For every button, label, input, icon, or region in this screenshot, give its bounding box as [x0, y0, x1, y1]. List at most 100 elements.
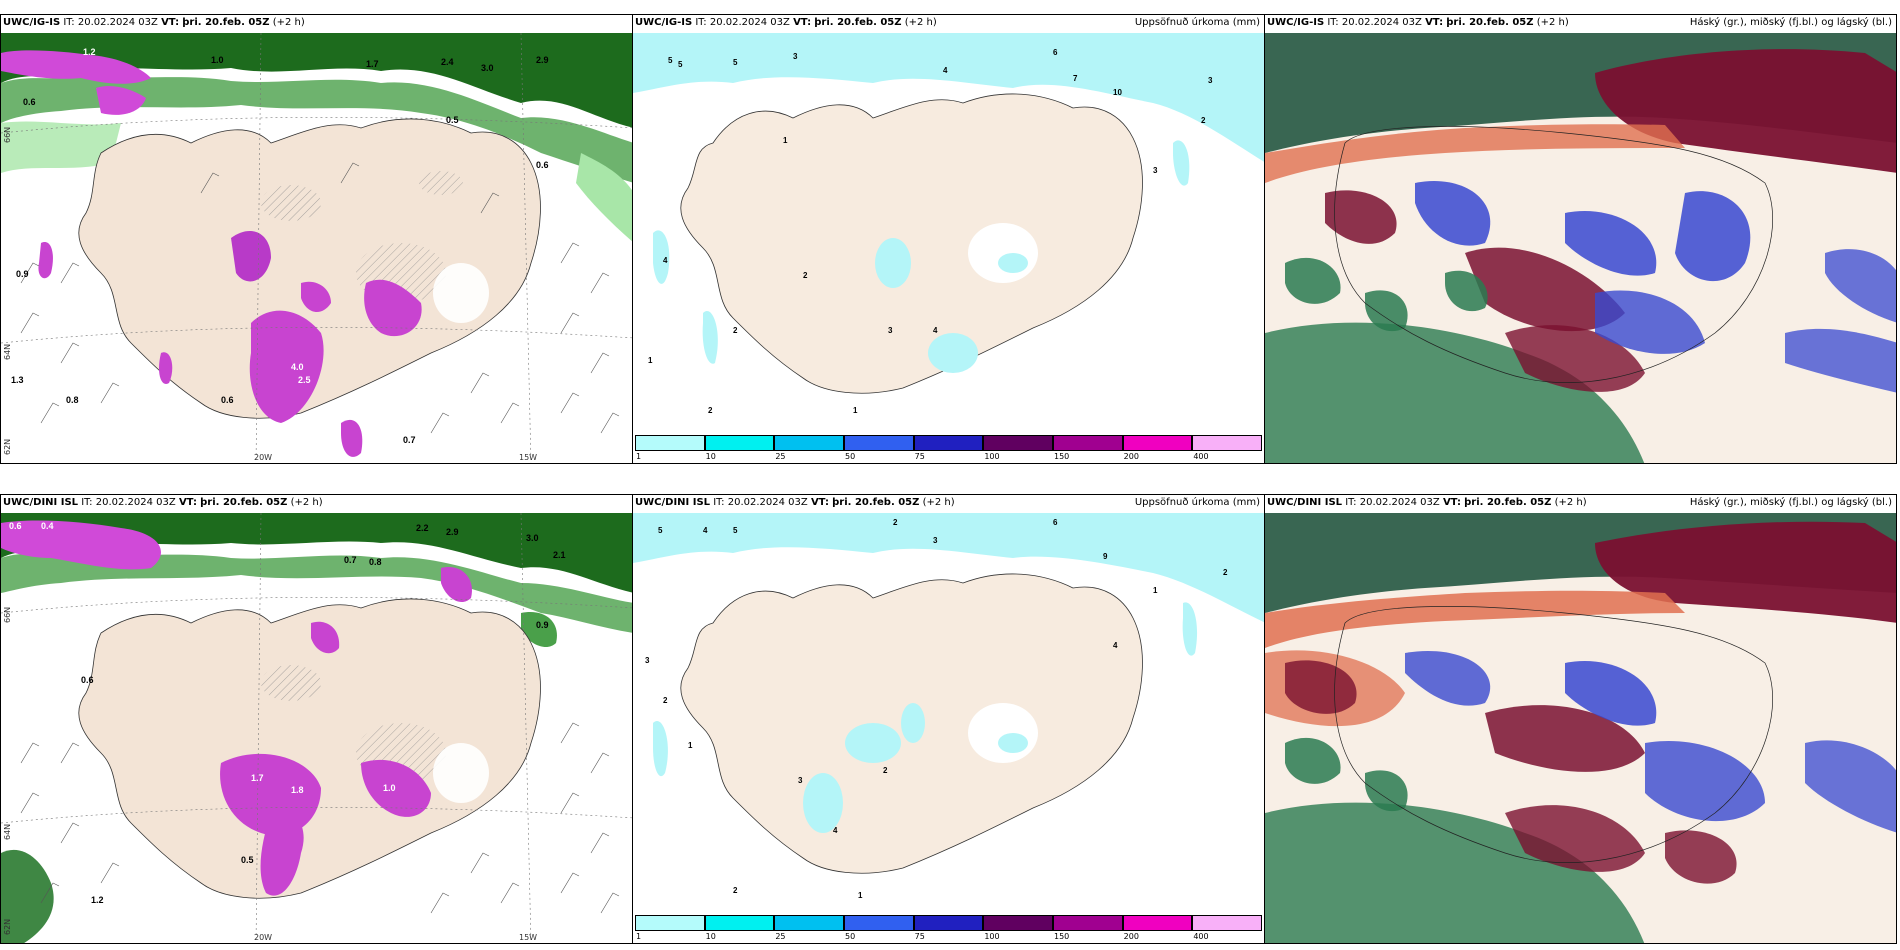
- accum-label: 3: [933, 536, 938, 545]
- model-name: UWC/DINI ISL: [3, 497, 79, 508]
- init-label: IT:: [63, 17, 75, 28]
- precip-label: 1.2: [83, 47, 96, 57]
- accum-label: 1: [858, 891, 863, 900]
- init-time: 20.02.2024 03Z: [1341, 17, 1422, 28]
- accum-label: 4: [1113, 641, 1118, 650]
- colorbar-swatch: [1053, 915, 1123, 931]
- precip-label: 0.9: [536, 620, 549, 630]
- lon-label: 20W: [254, 453, 273, 462]
- colorbar-swatch: [774, 915, 844, 931]
- lead-time: (+2 h): [1536, 17, 1569, 28]
- model-name: UWC/DINI ISL: [635, 497, 711, 508]
- accum-label: 3: [1153, 166, 1158, 175]
- lead-time: (+2 h): [290, 497, 323, 508]
- init-time: 20.02.2024 03Z: [727, 497, 808, 508]
- accum-label: 5: [733, 526, 738, 535]
- accum-label: 1: [783, 136, 788, 145]
- accum-label: 3: [888, 326, 893, 335]
- panel-header: UWC/IG-IS IT: 20.02.2024 03Z VT: þri. 20…: [635, 17, 937, 28]
- panel-header: UWC/DINI ISL IT: 20.02.2024 03Z VT: þri.…: [635, 497, 955, 508]
- init-time: 20.02.2024 03Z: [77, 17, 158, 28]
- precip-wind-map: 0.6 0.4 2.2 2.9 3.0 2.1 0.7 0.8 0.9 0.6 …: [1, 513, 632, 943]
- init-label: IT:: [695, 17, 707, 28]
- precip-label: 0.5: [446, 115, 459, 125]
- precip-label: 1.2: [91, 895, 104, 905]
- colorbar-tick-label: 10: [705, 452, 716, 461]
- valid-label: VT:: [161, 17, 180, 28]
- precip-label: 0.4: [41, 521, 54, 531]
- lead-time: (+2 h): [272, 17, 305, 28]
- valid-label: VT:: [1442, 497, 1461, 508]
- lat-label: 62N: [3, 918, 12, 935]
- precip-label: 2.4: [441, 57, 454, 67]
- accum-label: 4: [933, 326, 938, 335]
- panel-accum-bottom: UWC/DINI ISL IT: 20.02.2024 03Z VT: þri.…: [632, 494, 1265, 944]
- colorbar-tick-label: 150: [1054, 452, 1070, 461]
- colorbar-swatch: [913, 435, 984, 451]
- colorbar-swatch: [844, 915, 914, 931]
- precip-label: 1.0: [383, 783, 396, 793]
- panel-title: Háský (gr.), miðský (fj.bl.) og lágský (…: [1689, 497, 1892, 508]
- accum-label: 2: [1223, 568, 1228, 577]
- accum-label: 3: [1208, 76, 1213, 85]
- init-label: IT:: [1345, 497, 1357, 508]
- colorbar-tick-label: 200: [1123, 932, 1139, 941]
- accum-label: 4: [703, 526, 708, 535]
- lat-label: 66N: [3, 606, 12, 623]
- accum-label: 6: [1053, 518, 1058, 527]
- precip-label: 0.6: [9, 521, 22, 531]
- init-time: 20.02.2024 03Z: [95, 497, 176, 508]
- precip-label: 0.6: [81, 675, 94, 685]
- colorbar-swatch: [1192, 915, 1262, 931]
- colorbar-swatch: [983, 915, 1053, 931]
- precip-label: 0.6: [221, 395, 234, 405]
- colorbar-tick-label: 50: [845, 452, 856, 461]
- model-name: UWC/IG-IS: [1267, 17, 1325, 28]
- colorbar-swatch: [844, 435, 914, 451]
- init-label: IT:: [713, 497, 725, 508]
- colorbar-swatch: [1122, 915, 1193, 931]
- accumulated-map: 5 5 5 3 4 6 7 10 3 2 1 3 2 4 1 2 3 4 2 1: [633, 33, 1264, 435]
- accum-label: 7: [1073, 74, 1078, 83]
- panel-clouds-top: UWC/IG-IS IT: 20.02.2024 03Z VT: þri. 20…: [1264, 14, 1897, 464]
- panel-title: Háský (gr.), miðský (fj.bl.) og lágský (…: [1689, 17, 1892, 28]
- precip-label: 0.7: [344, 555, 357, 565]
- accum-label: 1: [853, 406, 858, 415]
- lat-label: 64N: [3, 343, 12, 360]
- colorbar-tick-label: 200: [1123, 452, 1139, 461]
- colorbar-tick-label: 25: [775, 452, 786, 461]
- valid-time: þri. 20.feb. 05Z: [182, 17, 270, 28]
- colorbar-swatch: [983, 435, 1053, 451]
- colorbar-tick-label: 10: [705, 932, 716, 941]
- lead-time: (+2 h): [904, 17, 937, 28]
- accum-label: 1: [688, 741, 693, 750]
- init-time: 20.02.2024 03Z: [709, 17, 790, 28]
- accum-label: 2: [708, 406, 713, 415]
- panel-clouds-bottom: UWC/DINI ISL IT: 20.02.2024 03Z VT: þri.…: [1264, 494, 1897, 944]
- precip-label: 1.7: [251, 773, 264, 783]
- accum-label: 1: [1153, 586, 1158, 595]
- colorbar: 1 10 25 50 75 100 150 200 400: [635, 435, 1262, 461]
- precip-label: 1.3: [11, 375, 24, 385]
- accum-label: 2: [803, 271, 808, 280]
- precip-label: 2.9: [446, 527, 459, 537]
- cloud-map: [1265, 513, 1896, 943]
- lon-label: 15W: [519, 933, 538, 942]
- valid-label: VT:: [810, 497, 829, 508]
- precip-label: 0.5: [241, 855, 254, 865]
- colorbar-tick-label: 150: [1054, 932, 1070, 941]
- precip-label: 2.5: [298, 375, 311, 385]
- valid-time: þri. 20.feb. 05Z: [814, 17, 902, 28]
- precip-wind-map: 0.6 1.0 1.7 2.4 3.0 2.9 0.5 0.9 0.6 1.3 …: [1, 33, 632, 463]
- lon-label: 15W: [519, 453, 538, 462]
- precip-label: 2.2: [416, 523, 429, 533]
- colorbar-swatch: [704, 435, 775, 451]
- precip-label: 1.0: [211, 55, 224, 65]
- panel-accum-top: UWC/IG-IS IT: 20.02.2024 03Z VT: þri. 20…: [632, 14, 1265, 464]
- accum-label: 9: [1103, 552, 1108, 561]
- precip-label: 1.7: [366, 59, 379, 69]
- lead-time: (+2 h): [922, 497, 955, 508]
- accum-label: 1: [648, 356, 653, 365]
- colorbar-swatch: [1122, 435, 1193, 451]
- colorbar-swatch: [1192, 435, 1262, 451]
